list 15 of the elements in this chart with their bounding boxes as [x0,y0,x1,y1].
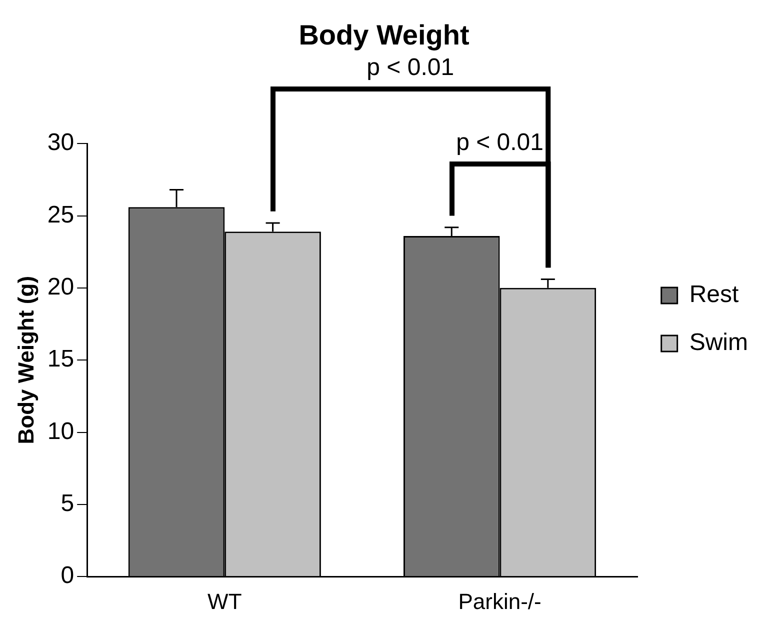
annotation: p < 0.01 [456,129,544,156]
y-tick-label: 20 [47,274,74,301]
y-tick-label: 5 [60,490,74,518]
text: p < 0.01 [366,54,454,82]
y-tick-label: 25 [47,201,74,228]
x-tick-label: Parkin-/- [458,588,542,614]
legend-label: Rest [689,281,740,308]
y-tick-label: 30 [47,129,74,156]
legend-label: Swim [689,329,748,356]
chart-title: Body Weight [298,20,470,51]
x-tick-label: WT [208,588,242,614]
y-tick-label: 0 [60,562,74,590]
y-tick-label: 10 [47,418,74,445]
y-axis-title: Body Weight (g) [13,276,38,444]
y-tick-label: 15 [47,346,74,373]
